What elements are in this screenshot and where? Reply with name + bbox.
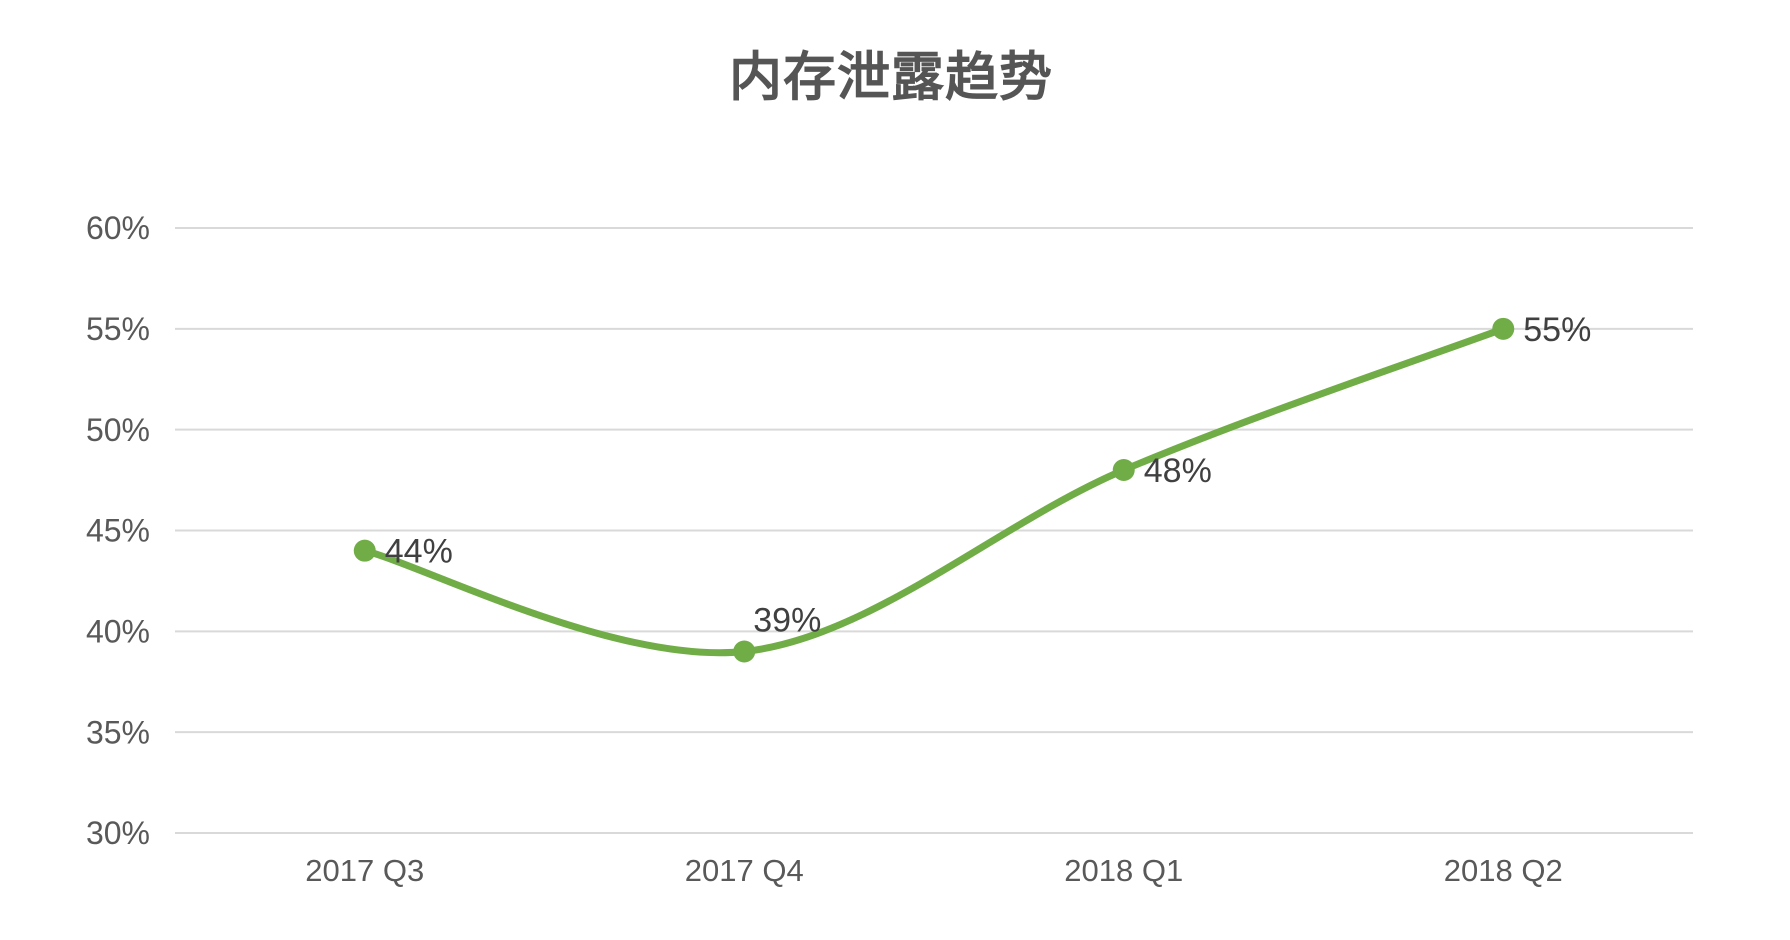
x-axis-tick-label: 2017 Q4 (685, 853, 804, 888)
trend-line (361, 325, 1507, 657)
data-point-label: 44% (385, 533, 453, 571)
x-axis-tick-label: 2017 Q3 (305, 853, 424, 888)
x-axis-tick-label: 2018 Q1 (1064, 853, 1183, 888)
data-point-label: 48% (1144, 452, 1212, 490)
y-axis-tick-label: 30% (86, 815, 150, 851)
data-point-marker (1112, 459, 1135, 481)
data-point-label: 55% (1523, 311, 1591, 349)
chart-title: 内存泄露趋势 (729, 48, 1053, 107)
y-axis-tick-label: 40% (86, 614, 150, 650)
x-axis-tick-label: 2018 Q2 (1444, 853, 1563, 888)
data-point-marker (1492, 317, 1515, 340)
data-point-marker (353, 539, 376, 562)
data-point-label: 39% (753, 602, 821, 640)
y-axis-tick-label: 45% (86, 513, 150, 549)
data-point-marker (733, 640, 756, 663)
y-axis-tick-label: 55% (86, 311, 150, 347)
y-axis-tick-label: 50% (86, 412, 150, 448)
y-axis-tick-label: 60% (86, 210, 150, 246)
y-axis-tick-label: 35% (86, 714, 150, 750)
